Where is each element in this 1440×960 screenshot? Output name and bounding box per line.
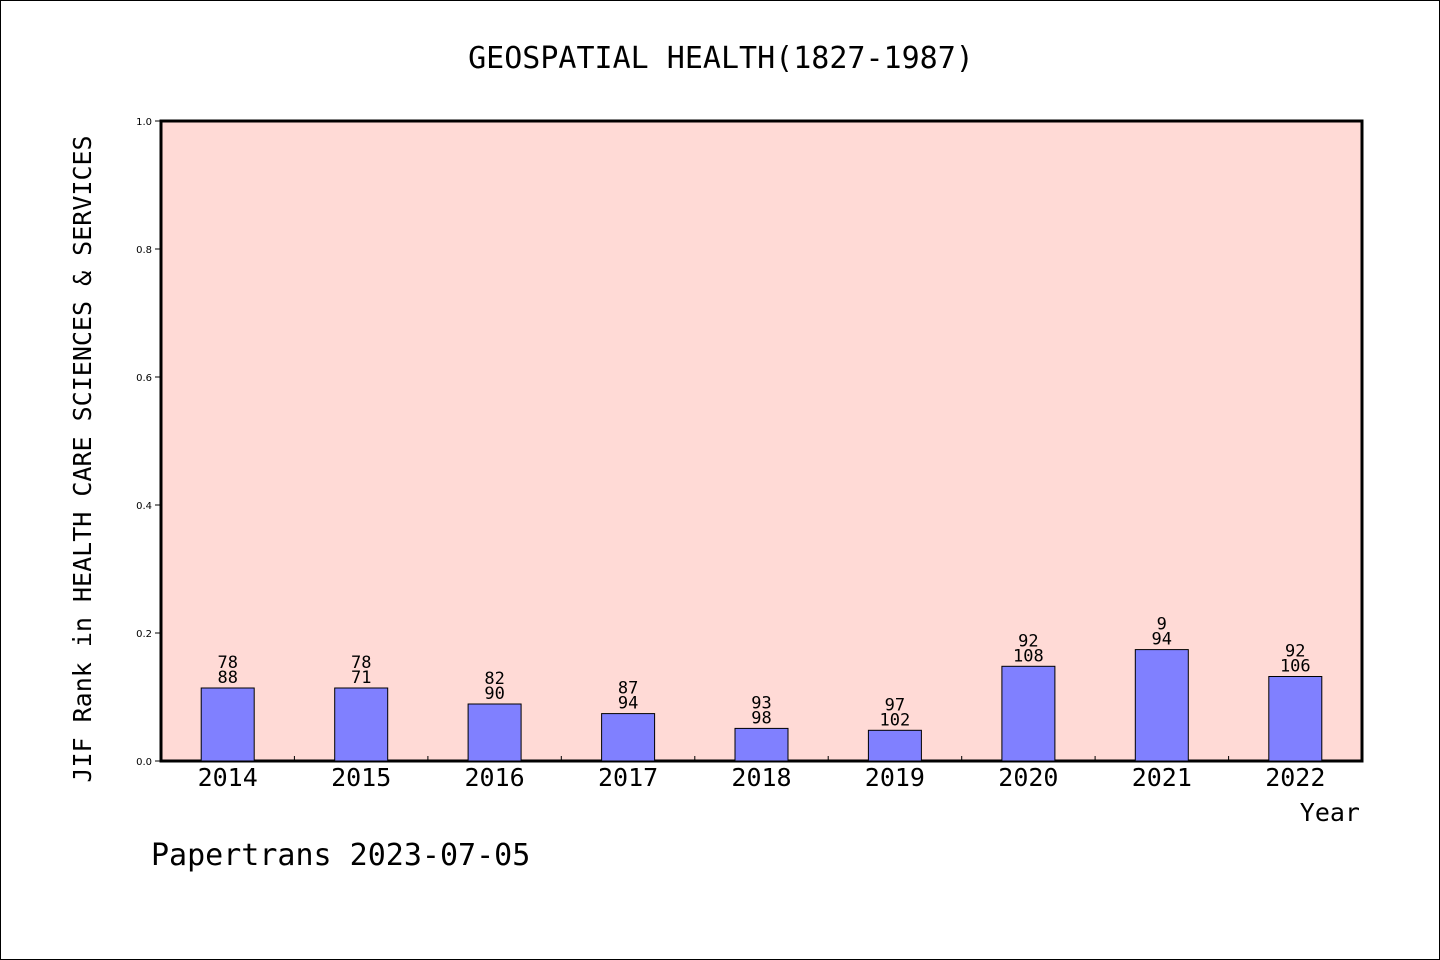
bar-total-label: 90 — [484, 684, 504, 704]
bar-total-label: 98 — [751, 708, 771, 728]
y-tick-label: 0.0 — [136, 757, 152, 768]
bar-rank-label: 87 — [618, 679, 638, 699]
bar-2014 — [200, 687, 255, 762]
bar-2018 — [734, 727, 789, 762]
bar-2015 — [334, 687, 389, 762]
x-tick-label-2017: 2017 — [598, 763, 658, 792]
y-tick-label: 0.4 — [136, 501, 152, 512]
y-tick-label: 0.2 — [136, 629, 152, 640]
bar-rank-label: 92 — [1018, 631, 1038, 651]
x-tick-label-2021: 2021 — [1132, 763, 1192, 792]
bar-2016 — [467, 703, 522, 762]
bar-rank-label: 97 — [885, 695, 905, 715]
y-axis-label: JIF Rank in HEALTH CARE SCIENCES & SERVI… — [68, 135, 97, 782]
bar-2020 — [1001, 665, 1056, 762]
y-tick-label: 0.8 — [136, 245, 152, 256]
bar-2019 — [867, 729, 922, 762]
x-tick-label-2019: 2019 — [865, 763, 925, 792]
bar-total-label: 106 — [1280, 657, 1311, 677]
x-tick-label-2016: 2016 — [464, 763, 524, 792]
axis-layer: 2014 2015 2016 2017 2018 2019 2020 2021 2022 0.0 0… — [136, 117, 1325, 792]
footer-credit: Papertrans 2023-07-05 — [151, 838, 530, 873]
x-tick-label-2018: 2018 — [731, 763, 791, 792]
bar-total-label: 71 — [351, 668, 371, 688]
bar-rank-label: 78 — [351, 653, 371, 673]
bar-total-label: 108 — [1013, 646, 1044, 666]
y-tick-label: 1.0 — [136, 117, 152, 128]
x-tick-label-2022: 2022 — [1265, 763, 1325, 792]
x-tick-label-2020: 2020 — [998, 763, 1058, 792]
bar-total-label: 88 — [217, 668, 237, 688]
x-axis-label: Year — [1300, 798, 1360, 827]
bar-2021 — [1134, 649, 1189, 762]
bar-2017 — [601, 713, 656, 762]
chart-title: GEOSPATIAL HEALTH(1827-1987) — [468, 41, 974, 76]
bar-total-label: 102 — [880, 710, 911, 730]
bar-total-label: 94 — [1152, 630, 1172, 650]
bar-rank-label: 93 — [751, 693, 771, 713]
bar-total-label: 94 — [618, 694, 638, 714]
bar-rank-label: 9 — [1157, 615, 1167, 635]
bar-rank-label: 78 — [217, 653, 237, 673]
bar-2022 — [1268, 676, 1323, 762]
x-tick-label-2014: 2014 — [198, 763, 258, 792]
bar-rank-label: 82 — [484, 669, 504, 689]
y-tick-label: 0.6 — [136, 373, 152, 384]
x-tick-label-2015: 2015 — [331, 763, 391, 792]
bar-rank-label: 92 — [1285, 642, 1305, 662]
